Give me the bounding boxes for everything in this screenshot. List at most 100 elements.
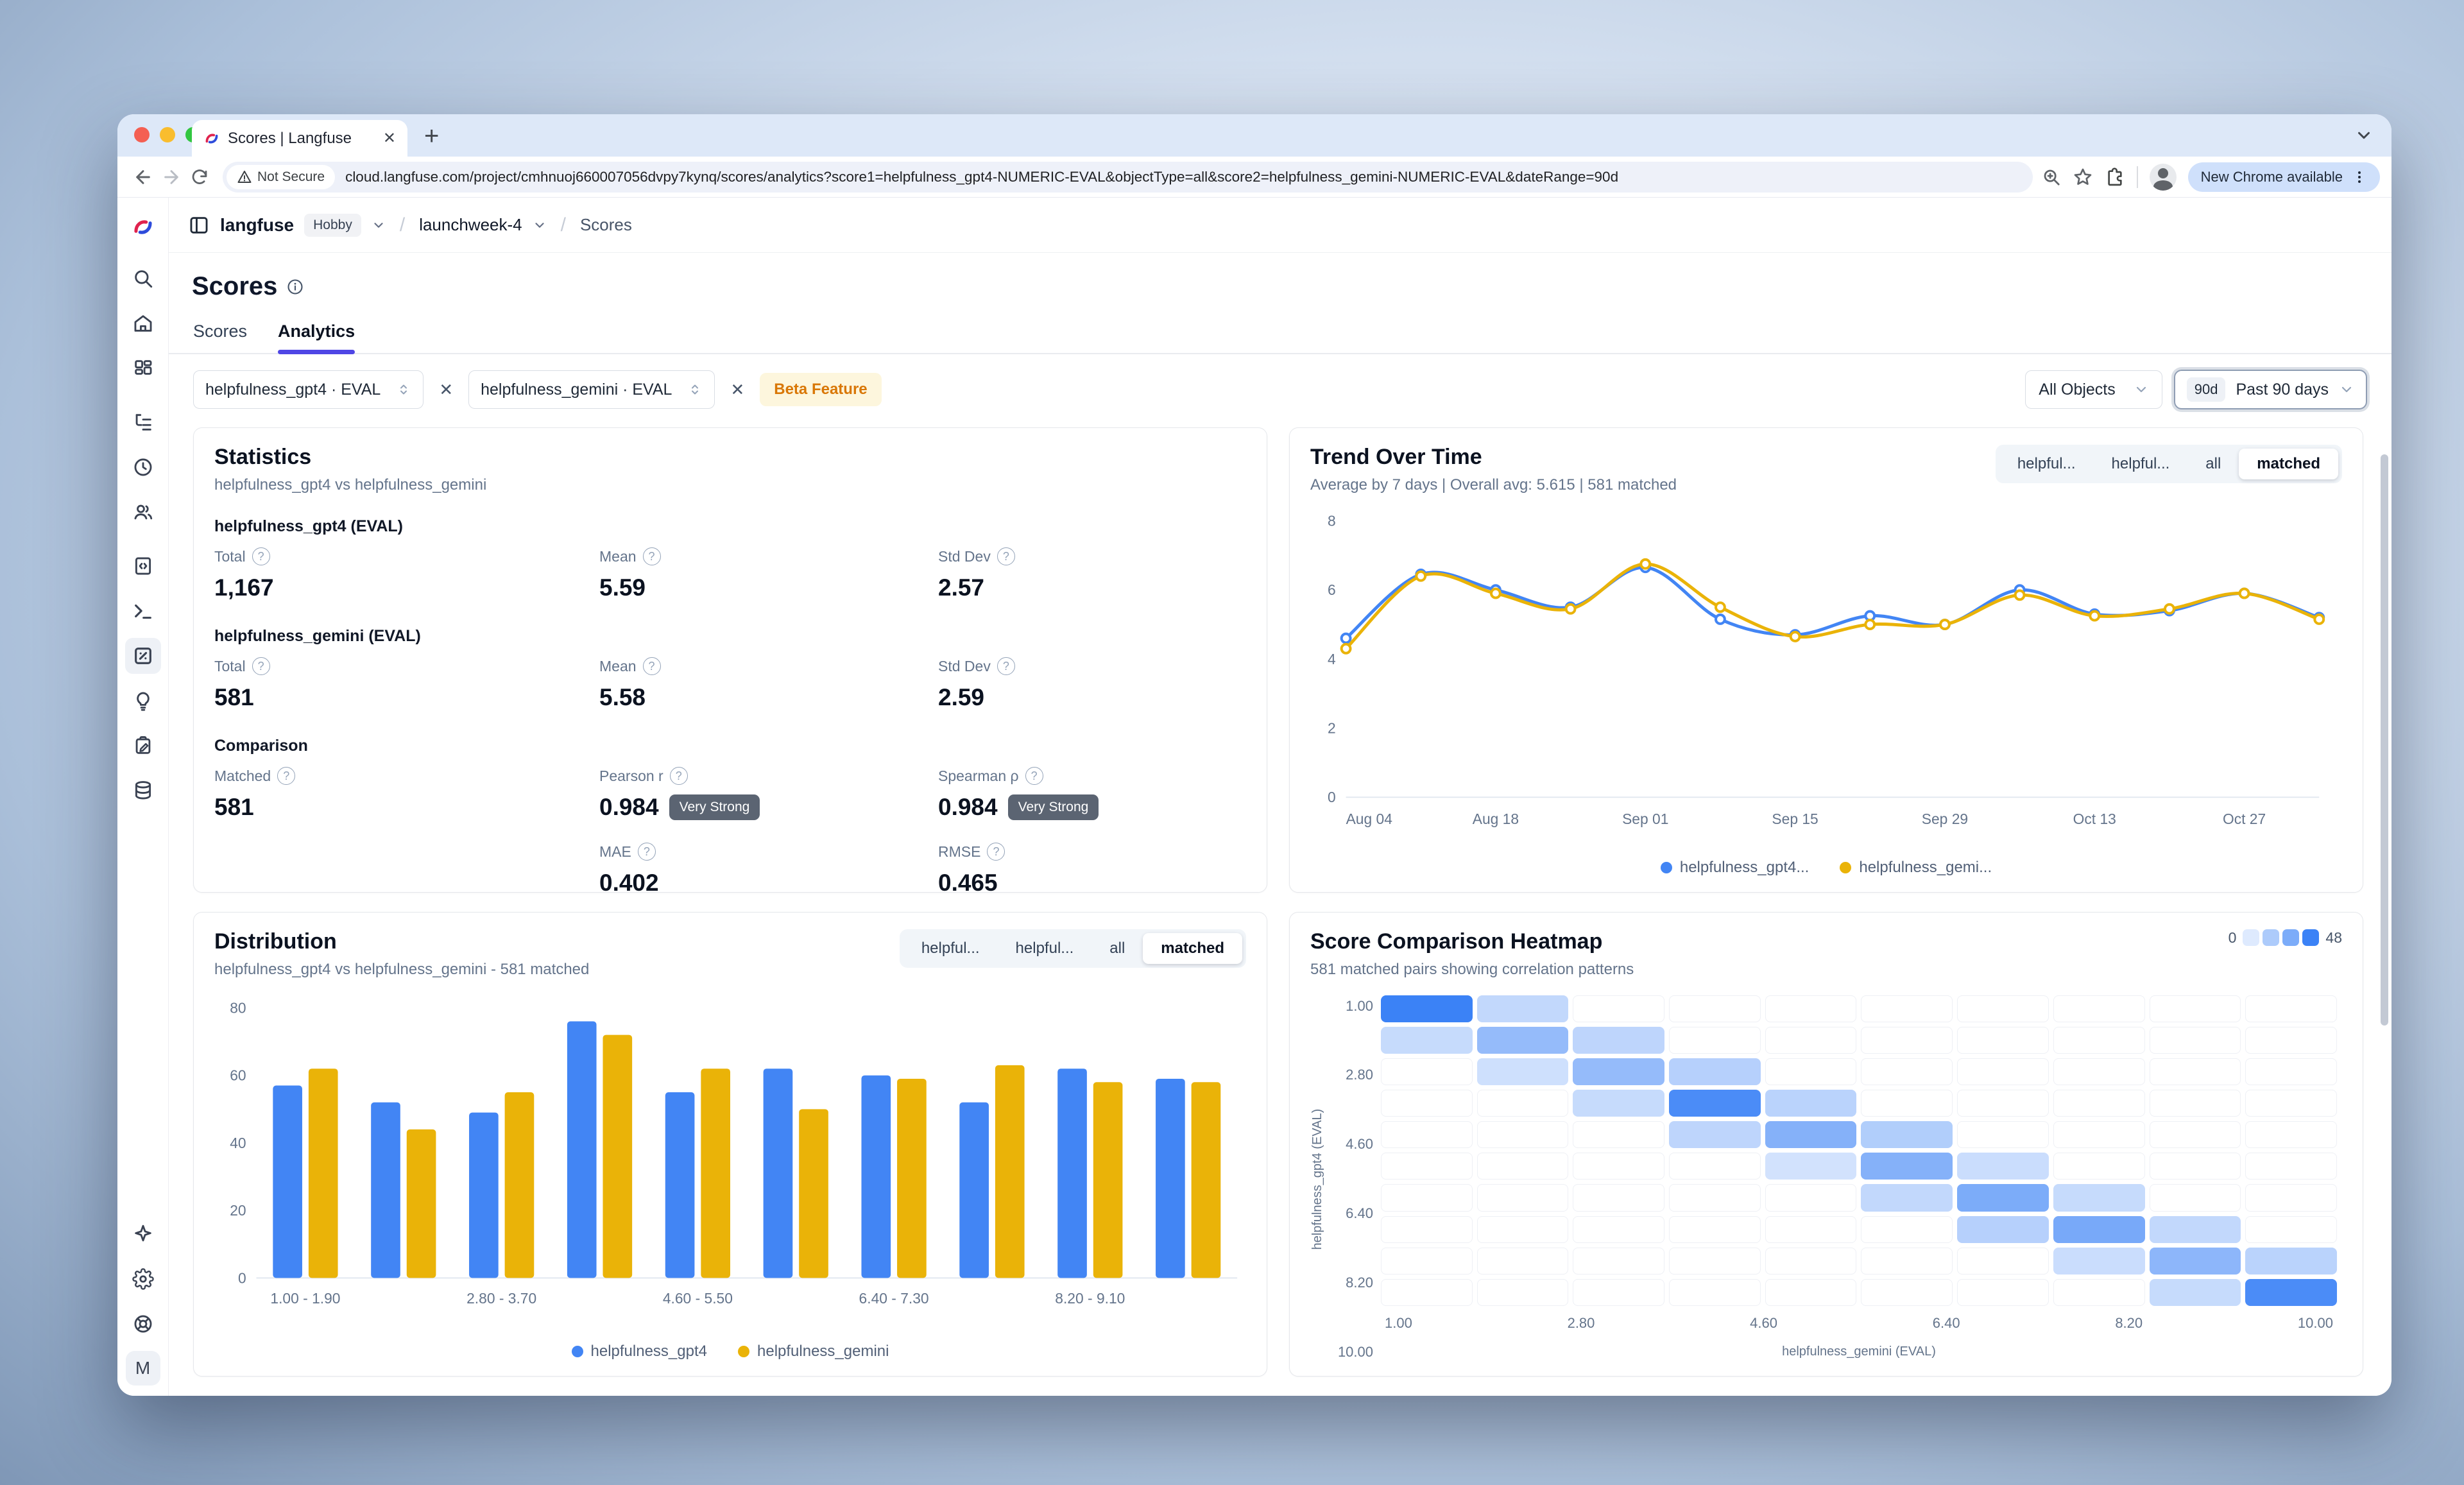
tab-analytics[interactable]: Analytics [278, 322, 355, 354]
heatmap-cell [1765, 1215, 1857, 1243]
info-icon[interactable] [286, 278, 304, 296]
svg-text:80: 80 [230, 999, 246, 1016]
sidebar-item-ask-ai[interactable] [125, 1216, 161, 1252]
score2-select[interactable]: helpfulness_gemini · EVAL [468, 370, 715, 409]
heatmap-cell [1476, 1247, 1569, 1275]
sidebar-item-prompts[interactable] [125, 548, 161, 584]
help-icon[interactable]: ? [642, 547, 661, 565]
project-name[interactable]: launchweek-4 [419, 215, 522, 234]
score1-select[interactable]: helpfulness_gpt4 · EVAL [193, 370, 424, 409]
user-avatar[interactable]: M [125, 1351, 160, 1386]
browser-tab[interactable]: Scores | Langfuse ✕ [192, 120, 407, 157]
distribution-bar [1093, 1081, 1123, 1278]
sidebar-item-search[interactable] [125, 261, 161, 296]
sidebar-item-evaluation[interactable] [125, 683, 161, 719]
sidebar-item-annotation[interactable] [125, 728, 161, 764]
zoom-icon[interactable] [2042, 167, 2061, 187]
extensions-icon[interactable] [2105, 167, 2125, 187]
help-icon[interactable]: ? [637, 843, 656, 861]
heatmap-cell [1765, 1026, 1857, 1054]
minimize-window-button[interactable] [160, 127, 175, 142]
bookmark-star-icon[interactable] [2073, 167, 2093, 187]
help-icon[interactable]: ? [252, 547, 270, 565]
heatmap-cell [2053, 1153, 2145, 1180]
clock-icon [134, 458, 151, 476]
help-icon[interactable]: ? [642, 657, 661, 675]
lightbulb-icon [136, 692, 150, 711]
help-icon[interactable]: ? [1025, 767, 1043, 785]
date-range-select[interactable]: 90d Past 90 days [2173, 370, 2367, 409]
trend-tab-helpful-2[interactable]: helpful... [2094, 449, 2188, 479]
new-tab-button[interactable]: + [424, 122, 440, 150]
svg-text:6.40 - 7.30: 6.40 - 7.30 [859, 1290, 929, 1307]
sidebar-item-playground[interactable] [125, 593, 161, 629]
trend-tab-all[interactable]: all [2187, 449, 2239, 479]
heatmap-x-tick: 1.00 [1385, 1315, 1412, 1331]
sidebar-item-datasets[interactable] [125, 773, 161, 809]
help-icon[interactable]: ? [987, 843, 1005, 861]
vertical-scrollbar[interactable] [2381, 454, 2388, 1026]
project-chevron-icon[interactable] [533, 218, 547, 232]
heatmap-cell [1957, 995, 2049, 1022]
heatmap-cell [2245, 1278, 2337, 1306]
heatmap-cell [1381, 1153, 1473, 1180]
org-name[interactable]: langfuse [220, 214, 295, 235]
heatmap-cell [1669, 1215, 1761, 1243]
url-bar[interactable]: Not Secure cloud.langfuse.com/project/cm… [223, 161, 2033, 193]
sidebar-item-support[interactable] [125, 1306, 161, 1342]
sidebar-item-home[interactable] [125, 305, 161, 341]
tab-scores[interactable]: Scores [193, 322, 248, 341]
distribution-tab-helpful-1[interactable]: helpful... [903, 933, 998, 964]
sidebar-toggle-icon[interactable] [188, 214, 210, 236]
svg-text:Sep 29: Sep 29 [1922, 811, 1968, 827]
heatmap-cell [1476, 995, 1569, 1022]
tab-close-icon[interactable]: ✕ [382, 130, 396, 147]
distribution-tab-all[interactable]: all [1091, 933, 1143, 964]
heatmap-cell [1765, 1153, 1857, 1180]
help-icon[interactable]: ? [277, 767, 296, 785]
help-icon[interactable]: ? [997, 657, 1015, 675]
sidebar-item-scores[interactable] [124, 638, 161, 674]
sidebar-item-settings[interactable] [125, 1261, 161, 1297]
scale-swatch [2282, 929, 2300, 946]
back-button[interactable] [129, 163, 157, 191]
clipboard-pen-icon [135, 736, 150, 754]
reload-button[interactable] [185, 163, 214, 191]
sidebar-item-sessions[interactable] [125, 449, 161, 485]
remove-score1-button[interactable]: ✕ [439, 379, 454, 399]
sidebar-item-tracing[interactable] [125, 404, 161, 440]
sidebar-item-dashboards[interactable] [125, 350, 161, 386]
tab-search-chevron-icon[interactable] [2354, 126, 2374, 145]
heatmap-cell [2149, 1184, 2241, 1212]
tab-title: Scores | Langfuse [228, 129, 352, 147]
trend-tab-matched[interactable]: matched [2239, 449, 2338, 479]
stat-label: Pearson r [599, 767, 663, 784]
object-filter-select[interactable]: All Objects [2025, 370, 2162, 409]
trend-tab-helpful-1[interactable]: helpful... [1999, 449, 2094, 479]
help-icon[interactable]: ? [669, 767, 688, 785]
breadcrumb-page[interactable]: Scores [579, 215, 632, 234]
stat-label: MAE [599, 843, 631, 860]
heatmap-cell [1381, 1278, 1473, 1306]
sidebar-item-users[interactable] [125, 494, 161, 530]
trend-subtitle: Average by 7 days | Overall avg: 5.615 |… [1310, 476, 1677, 494]
close-window-button[interactable] [134, 127, 150, 142]
heatmap-cell [1765, 995, 1857, 1022]
help-icon[interactable]: ? [997, 547, 1015, 565]
distribution-tab-helpful-2[interactable]: helpful... [998, 933, 1092, 964]
security-chip[interactable]: Not Secure [227, 164, 336, 189]
database-icon [135, 781, 151, 800]
forward-button[interactable] [157, 163, 185, 191]
org-chevron-icon[interactable] [372, 218, 386, 232]
distribution-tab-matched[interactable]: matched [1143, 932, 1242, 964]
kebab-menu-icon[interactable] [2352, 169, 2367, 185]
distribution-bar [1156, 1078, 1185, 1278]
heatmap-cell [1669, 1089, 1761, 1117]
heatmap-cell [2245, 1184, 2337, 1212]
browser-profile-avatar[interactable] [2149, 163, 2177, 191]
help-icon[interactable]: ? [252, 657, 270, 675]
remove-score2-button[interactable]: ✕ [730, 379, 745, 399]
browser-toolbar: Not Secure cloud.langfuse.com/project/cm… [117, 157, 2391, 198]
trend-legend: helpfulness_gpt4... helpfulness_gemi... [1310, 854, 2342, 879]
chrome-update-pill[interactable]: New Chrome available [2187, 162, 2380, 192]
